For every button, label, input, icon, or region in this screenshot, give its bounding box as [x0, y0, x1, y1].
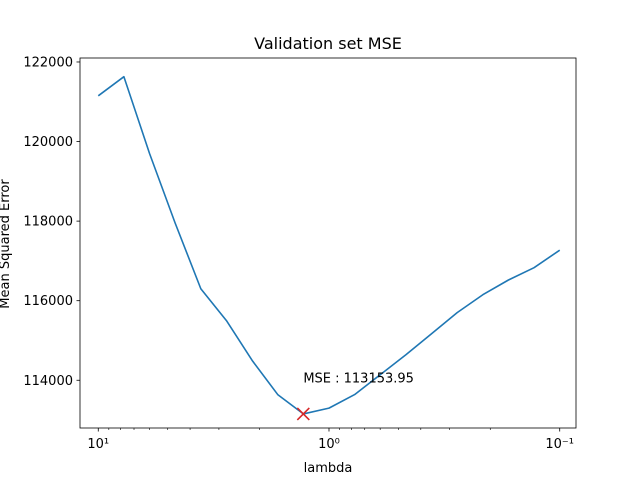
plot-area: 10¹ 10⁰ 10⁻¹ 114000 116000 118000 120000 122000… — [23, 55, 577, 452]
y-tick-label: 122000 — [23, 55, 73, 70]
series-line — [97, 75, 561, 415]
min-marker-stroke-b — [296, 407, 310, 421]
x-axis-label: lambda — [304, 461, 353, 476]
y-tick-label: 120000 — [23, 135, 73, 150]
y-axis-label: Mean Squared Error — [0, 179, 13, 309]
y-tick-label: 118000 — [23, 215, 73, 230]
axes-frame — [79, 57, 577, 429]
y-tick-label: 114000 — [23, 374, 73, 389]
x-tick-label: 10¹ — [87, 437, 109, 452]
x-tick-label: 10⁻¹ — [545, 437, 574, 452]
chart-title: Validation set MSE — [254, 34, 402, 53]
y-tick-label: 116000 — [23, 294, 73, 309]
x-tick-label: 10⁰ — [318, 437, 340, 452]
min-annotation: MSE : 113153.95 — [303, 371, 414, 386]
